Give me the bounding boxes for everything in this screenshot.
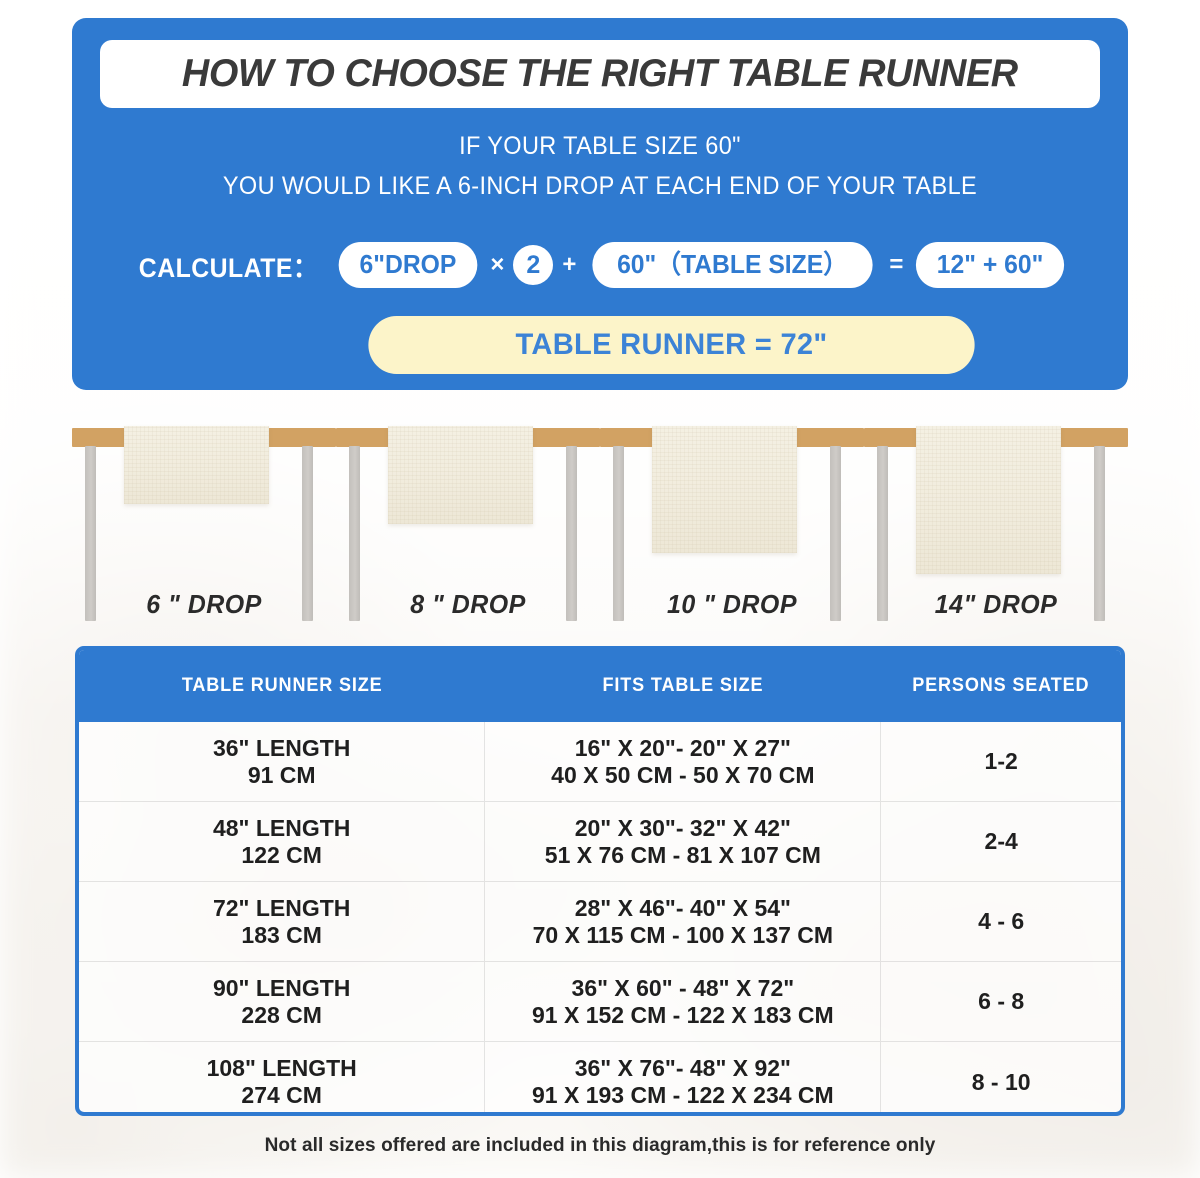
- table-leg-left: [85, 446, 96, 621]
- table-leg-right: [566, 446, 577, 621]
- fits-size-inches: 28" X 46"- 40" X 54": [574, 894, 791, 921]
- cell-runner-size: 48" LENGTH 122 CM: [79, 802, 486, 881]
- cell-runner-size: 90" LENGTH 228 CM: [79, 962, 486, 1041]
- persons-seated-value: 6 - 8: [978, 988, 1025, 1014]
- illustration-10-inch-drop: 10 " DROP: [600, 420, 864, 630]
- fits-size-cm: 91 X 193 CM - 122 X 234 CM: [531, 1082, 834, 1108]
- cell-persons-seated: 6 - 8: [881, 962, 1121, 1041]
- table-row: 36" LENGTH 91 CM 16" X 20"- 20" X 27" 40…: [79, 722, 1121, 802]
- calculation-row: CALCULATE： 6"DROP × 2 + 60"（TABLE SIZE） …: [72, 242, 1128, 288]
- table-row: 108" LENGTH 274 CM 36" X 76"- 48" X 92" …: [79, 1042, 1121, 1112]
- cell-fits-table-size: 36" X 76"- 48" X 92" 91 X 193 CM - 122 X…: [485, 1042, 882, 1112]
- column-header-runner-size: TABLE RUNNER SIZE: [181, 675, 383, 696]
- table-leg-right: [1094, 446, 1105, 621]
- runner-size-cm: 183 CM: [241, 921, 322, 948]
- runner-size-inches: 48" LENGTH: [212, 814, 351, 841]
- table-leg-right: [302, 446, 313, 621]
- persons-seated-value: 2-4: [984, 828, 1018, 854]
- fits-size-cm: 51 X 76 CM - 81 X 107 CM: [544, 841, 821, 868]
- runner-size-inches: 72" LENGTH: [212, 894, 351, 921]
- multiply-operator-icon: ×: [490, 251, 505, 278]
- table-row: 90" LENGTH 228 CM 36" X 60" - 48" X 72" …: [79, 962, 1121, 1042]
- cell-persons-seated: 2-4: [881, 802, 1121, 881]
- cell-runner-size: 108" LENGTH 274 CM: [79, 1042, 486, 1112]
- drop-label: 8 " DROP: [410, 589, 526, 619]
- calculate-label: CALCULATE：: [139, 252, 319, 283]
- runner-size-inches: 36" LENGTH: [212, 734, 351, 761]
- fits-size-cm: 91 X 152 CM - 122 X 183 CM: [531, 1001, 834, 1028]
- chart-header-row: TABLE RUNNER SIZE FITS TABLE SIZE PERSON…: [79, 650, 1121, 722]
- runner-size-cm: 228 CM: [241, 1001, 322, 1028]
- runner-size-cm: 91 CM: [247, 761, 316, 788]
- subtitle-block: IF YOUR TABLE SIZE 60" YOU WOULD LIKE A …: [104, 126, 1097, 206]
- table-runner-fabric: [388, 426, 533, 524]
- subtitle-line-1: IF YOUR TABLE SIZE 60": [459, 132, 741, 160]
- drop-label: 14" DROP: [934, 589, 1058, 619]
- fits-size-inches: 36" X 76"- 48" X 92": [574, 1055, 791, 1081]
- table-size-pill: 60"（TABLE SIZE）: [592, 242, 874, 288]
- runner-size-cm: 122 CM: [241, 841, 322, 868]
- cell-runner-size: 36" LENGTH 91 CM: [79, 722, 486, 801]
- tabletop-right: [520, 428, 600, 447]
- table-row: 72" LENGTH 183 CM 28" X 46"- 40" X 54" 7…: [79, 882, 1121, 962]
- cell-fits-table-size: 36" X 60" - 48" X 72" 91 X 152 CM - 122 …: [485, 962, 882, 1041]
- drop-label: 6 " DROP: [146, 589, 262, 619]
- persons-seated-value: 4 - 6: [978, 908, 1025, 934]
- table-row: 48" LENGTH 122 CM 20" X 30"- 32" X 42" 5…: [79, 802, 1121, 882]
- cell-fits-table-size: 16" X 20"- 20" X 27" 40 X 50 CM - 50 X 7…: [485, 722, 882, 801]
- fits-size-cm: 70 X 115 CM - 100 X 137 CM: [532, 921, 834, 948]
- persons-seated-value: 8 - 10: [971, 1068, 1031, 1095]
- title-box: HOW TO CHOOSE THE RIGHT TABLE RUNNER: [100, 40, 1100, 108]
- cell-fits-table-size: 28" X 46"- 40" X 54" 70 X 115 CM - 100 X…: [485, 882, 882, 961]
- fits-size-cm: 40 X 50 CM - 50 X 70 CM: [551, 761, 815, 788]
- cell-fits-table-size: 20" X 30"- 32" X 42" 51 X 76 CM - 81 X 1…: [485, 802, 882, 881]
- cell-persons-seated: 1-2: [881, 722, 1121, 801]
- page-title: HOW TO CHOOSE THE RIGHT TABLE RUNNER: [182, 52, 1018, 95]
- runner-size-cm: 274 CM: [241, 1082, 322, 1108]
- result-pill: TABLE RUNNER = 72": [368, 316, 975, 374]
- illustration-14-inch-drop: 14" DROP: [864, 420, 1128, 630]
- tabletop-right: [784, 428, 864, 447]
- runner-size-inches: 108" LENGTH: [206, 1055, 357, 1081]
- drop-label: 10 " DROP: [667, 589, 797, 619]
- tabletop-right: [1048, 428, 1128, 447]
- table-leg-left: [877, 446, 888, 621]
- illustration-8-inch-drop: 8 " DROP: [336, 420, 600, 630]
- drop-illustrations: 6 " DROP 8 " DROP 10 " DROP 14" DROP: [72, 420, 1128, 630]
- table-runner-fabric: [124, 426, 269, 504]
- plus-operator-icon: +: [562, 251, 577, 278]
- column-header-persons-seated: PERSONS SEATED: [912, 675, 1090, 696]
- fits-size-inches: 36" X 60" - 48" X 72": [571, 974, 795, 1001]
- footnote: Not all sizes offered are included in th…: [264, 1135, 936, 1156]
- size-chart: TABLE RUNNER SIZE FITS TABLE SIZE PERSON…: [75, 646, 1125, 1116]
- chart-body: 36" LENGTH 91 CM 16" X 20"- 20" X 27" 40…: [79, 722, 1121, 1112]
- fits-size-inches: 16" X 20"- 20" X 27": [574, 734, 791, 761]
- cell-persons-seated: 8 - 10: [881, 1042, 1121, 1112]
- illustration-6-inch-drop: 6 " DROP: [72, 420, 336, 630]
- cell-persons-seated: 4 - 6: [881, 882, 1121, 961]
- subtitle-line-2: YOU WOULD LIKE A 6-INCH DROP AT EACH END…: [222, 172, 978, 200]
- persons-seated-value: 1-2: [984, 748, 1018, 774]
- sum-pill: 12" + 60": [916, 242, 1065, 288]
- table-leg-left: [613, 446, 624, 621]
- hero-panel: HOW TO CHOOSE THE RIGHT TABLE RUNNER IF …: [72, 18, 1128, 390]
- drop-value-pill: 6"DROP: [339, 242, 478, 288]
- runner-size-inches: 90" LENGTH: [212, 974, 351, 1001]
- table-runner-fabric: [916, 426, 1061, 574]
- table-leg-right: [830, 446, 841, 621]
- cell-runner-size: 72" LENGTH 183 CM: [79, 882, 486, 961]
- fits-size-inches: 20" X 30"- 32" X 42": [574, 814, 791, 841]
- equals-operator-icon: =: [889, 251, 904, 278]
- column-header-fits-table-size: FITS TABLE SIZE: [602, 675, 764, 696]
- table-leg-left: [349, 446, 360, 621]
- table-runner-fabric: [652, 426, 797, 553]
- tabletop-right: [256, 428, 336, 447]
- multiplier-circle: 2: [513, 245, 554, 285]
